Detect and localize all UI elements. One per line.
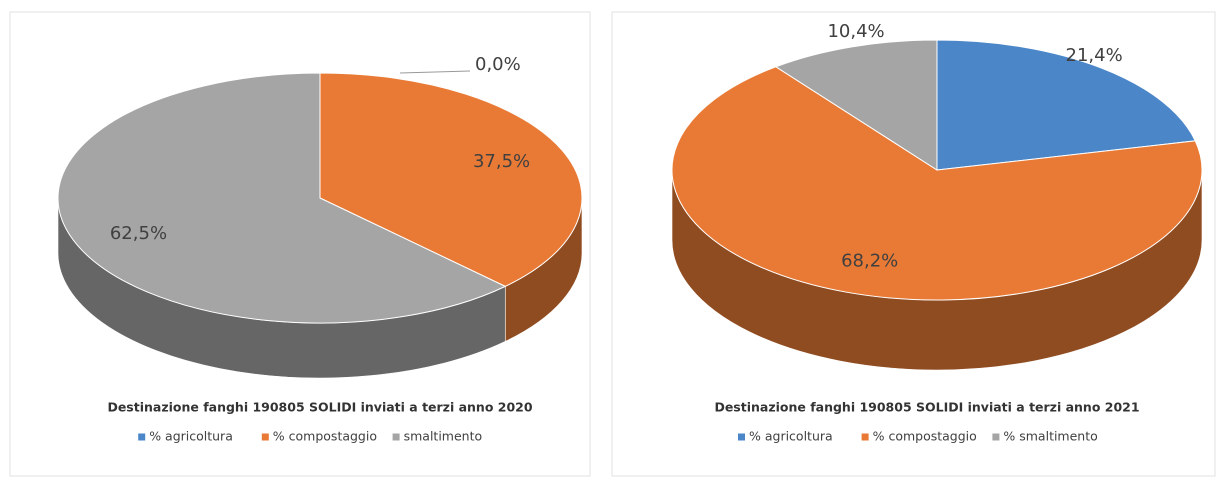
chart-title: Destinazione fanghi 190805 SOLIDI inviat… (714, 400, 1139, 415)
chart-title: Destinazione fanghi 190805 SOLIDI inviat… (107, 400, 532, 415)
slice (774, 39, 938, 171)
legend-swatch (992, 433, 1000, 441)
legend-swatch (738, 433, 745, 441)
legend-swatch (261, 433, 269, 441)
legend-swatch (861, 433, 869, 441)
slice (671, 66, 1203, 301)
data-label: 21,4% (1066, 45, 1123, 66)
slice (57, 72, 507, 324)
legend-label: smaltimento (404, 429, 483, 444)
data-label: 0,0% (475, 54, 521, 75)
legend-label: % compostaggio (873, 429, 977, 444)
legend-label: % smaltimento (1003, 429, 1097, 444)
data-label: 68,2% (841, 251, 898, 272)
legend-swatch (138, 433, 146, 441)
legend-label: % agricoltura (749, 429, 833, 444)
leader-line (399, 70, 471, 74)
legend-label: % compostaggio (273, 429, 377, 444)
data-label: 62,5% (110, 223, 167, 244)
legend-label: % agricoltura (149, 429, 233, 444)
slice (936, 39, 1196, 171)
slice (319, 72, 583, 287)
data-label: 37,5% (473, 151, 530, 172)
legend-swatch (392, 433, 400, 441)
data-label: 10,4% (827, 21, 884, 42)
